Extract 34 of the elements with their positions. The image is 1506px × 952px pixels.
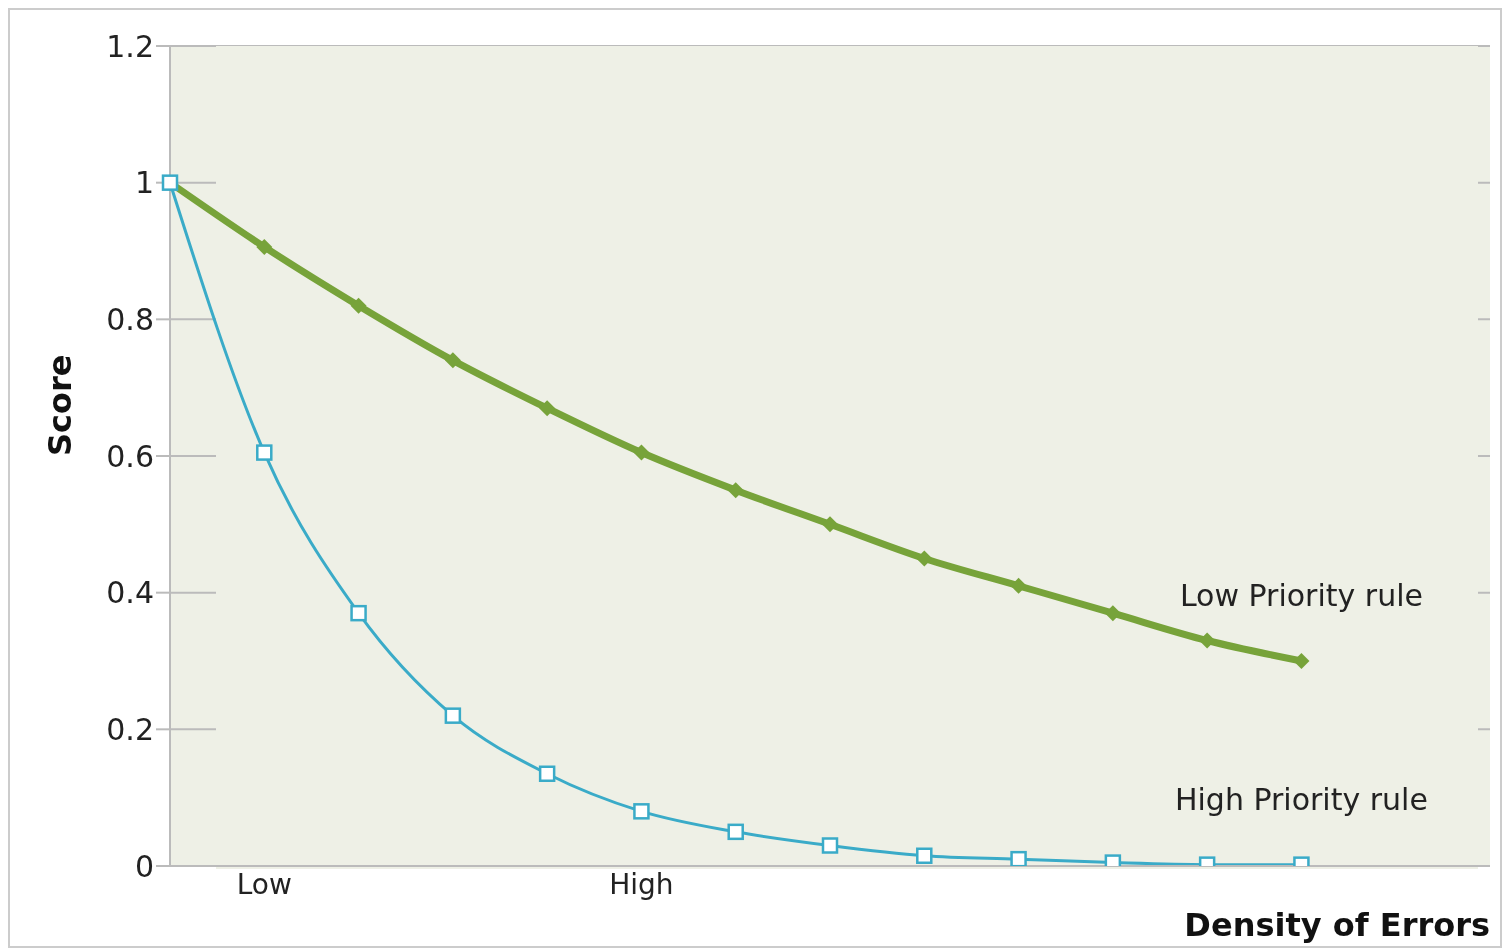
point xyxy=(916,847,933,864)
point xyxy=(539,400,556,417)
y-axis-title: Score xyxy=(41,354,80,456)
point xyxy=(350,604,367,622)
point xyxy=(633,444,650,461)
point xyxy=(633,803,650,820)
point xyxy=(727,823,744,841)
x-axis-title: Density of Errors xyxy=(1184,906,1490,944)
point xyxy=(350,297,367,314)
point xyxy=(1104,605,1121,622)
y-tick-label: 1 xyxy=(134,165,154,201)
y-tick-label: 0.8 xyxy=(106,301,154,337)
point xyxy=(822,516,838,533)
series-label: Low Priority rule xyxy=(1179,578,1423,613)
y-tick-label: 0 xyxy=(134,848,154,884)
x-tick-label: High xyxy=(609,867,674,901)
point xyxy=(727,482,744,499)
series-label: High Priority rule xyxy=(1174,781,1428,817)
y-tick-label: 0.4 xyxy=(106,575,154,611)
point xyxy=(916,550,933,567)
point xyxy=(1010,850,1027,866)
point xyxy=(538,765,556,782)
point xyxy=(256,238,273,255)
point xyxy=(1010,577,1027,594)
point xyxy=(256,444,273,461)
y-tick-label: 0.6 xyxy=(106,438,154,474)
y-tick-label: 0.2 xyxy=(106,711,154,747)
point xyxy=(1293,653,1310,669)
point xyxy=(1199,632,1216,649)
point xyxy=(444,352,461,369)
point xyxy=(444,707,462,724)
point xyxy=(821,837,839,854)
y-tick-label: 1.2 xyxy=(106,28,154,64)
x-tick-label: Low xyxy=(236,867,292,901)
